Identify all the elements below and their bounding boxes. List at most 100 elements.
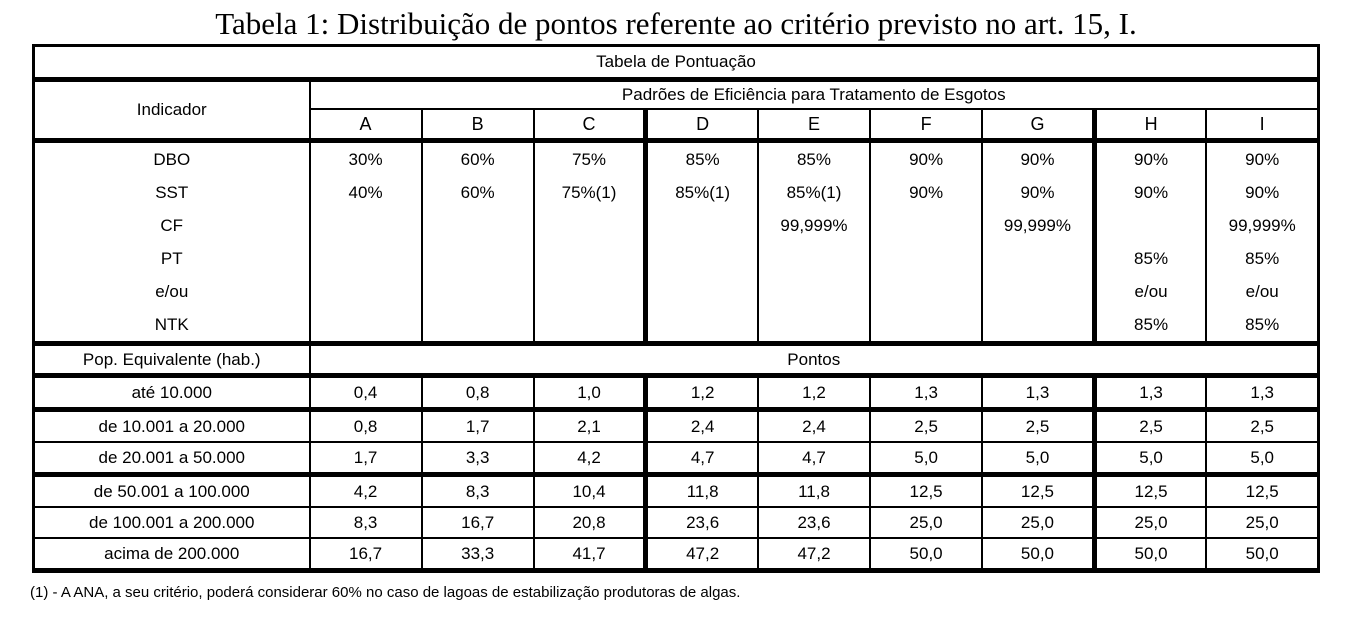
points-cell: 11,8 (756, 473, 872, 508)
column-letter-cell: F (869, 108, 984, 143)
efficiency-value: 90% (1020, 183, 1055, 202)
efficiency-value: 90% (1134, 183, 1169, 202)
column-letter-cell: E (756, 108, 872, 143)
efficiency-value (760, 308, 868, 339)
efficiency-value: 60% (460, 183, 495, 202)
points-cell: 47,2 (644, 537, 759, 572)
points-cell: 0,4 (308, 374, 423, 412)
points-cell: 12,5 (869, 473, 984, 508)
efficiency-value (424, 308, 532, 339)
population-range-cell: acima de 200.000 (32, 537, 311, 572)
efficiency-value: 99,999% (780, 216, 848, 235)
efficiency-column-cell: 90% 90% (869, 139, 984, 346)
page-title: Tabela 1: Distribuição de pontos referen… (215, 6, 1137, 41)
points-cell: 5,0 (1093, 441, 1208, 477)
points-cell: 25,0 (981, 506, 1097, 539)
points-cell: 4,7 (756, 441, 872, 477)
efficiency-value: e/ou (1134, 282, 1168, 301)
points-rows-section: até 10.000 0,4 0,8 1,0 1,2 1,2 1,3 1,3 1,3 1,3 de … (32, 374, 1320, 572)
efficiency-value (536, 275, 641, 308)
efficiency-value: 85%(1) (675, 183, 731, 202)
table-header-row: Tabela de Pontuação (32, 44, 1320, 82)
efficiency-value (984, 308, 1089, 339)
efficiency-value (536, 209, 641, 242)
efficiency-value: 85% (1134, 315, 1169, 334)
population-range-cell: de 20.001 a 50.000 (32, 441, 311, 477)
points-cell: 20,8 (532, 506, 649, 539)
points-cell: 23,6 (644, 506, 759, 539)
population-header-cell: Pop. Equivalente (hab.) (32, 342, 311, 378)
efficiency-value: 90% (909, 183, 944, 202)
points-cell: 50,0 (869, 537, 984, 572)
efficiency-column-cell: 60% 60% (420, 139, 535, 346)
points-header-row: Pop. Equivalente (hab.) Pontos (32, 342, 1320, 378)
efficiency-value (872, 209, 980, 242)
points-cell: 2,5 (981, 408, 1097, 443)
population-range-cell: de 100.001 a 200.000 (32, 506, 311, 539)
points-cell: 1,0 (532, 374, 649, 412)
points-cell: 10,4 (532, 473, 649, 508)
points-cell: 1,3 (869, 374, 984, 412)
population-range-cell: de 10.001 a 20.000 (32, 408, 311, 443)
indicator-label: SST (155, 183, 189, 202)
indicator-label: e/ou (155, 282, 189, 301)
points-cell: 8,3 (308, 506, 423, 539)
points-cell: 2,1 (532, 408, 649, 443)
efficiency-column-cell: 90% 90% 99,999% 85% e/ou 85% (1205, 139, 1320, 346)
points-cell: 25,0 (1093, 506, 1208, 539)
efficiency-value (536, 242, 641, 275)
points-row: de 20.001 a 50.000 1,7 3,3 4,2 4,7 4,7 5,0 5,0 5… (32, 441, 1320, 477)
efficiency-value (984, 242, 1089, 275)
points-cell: 5,0 (981, 441, 1097, 477)
points-row: de 100.001 a 200.000 8,3 16,7 20,8 23,6 23,6 2… (32, 506, 1320, 539)
efficiency-value (872, 308, 980, 339)
points-cell: 4,7 (644, 441, 759, 477)
efficiency-column-cell: 90% 90% 99,999% (981, 139, 1097, 346)
points-cell: 4,2 (532, 441, 649, 477)
points-cell: 41,7 (532, 537, 649, 572)
efficiency-value: 99,999% (1003, 216, 1072, 235)
efficiency-value (424, 242, 532, 275)
points-cell: 47,2 (756, 537, 872, 572)
efficiency-value: 85%(1) (786, 183, 842, 202)
indicator-label: DBO (153, 150, 191, 169)
efficiency-value: 60% (460, 150, 495, 169)
footnote: (1) - A ANA, a seu critério, poderá cons… (30, 584, 741, 601)
efficiency-value: 75%(1) (561, 183, 617, 202)
efficiency-value (648, 242, 756, 275)
efficiency-value: 90% (1020, 150, 1055, 169)
efficiency-value: 75% (572, 150, 607, 169)
population-range-cell: de 50.001 a 100.000 (32, 473, 311, 508)
column-letter-cell: C (532, 108, 649, 143)
efficiency-value (760, 242, 868, 275)
points-cell: 2,5 (1205, 408, 1320, 443)
efficiency-header-cell: Padrões de Eficiência para Tratamento de… (308, 78, 1320, 110)
points-cell: 5,0 (1205, 441, 1320, 477)
score-table: Tabela de Pontuação Indicador Padrões de… (32, 44, 1320, 573)
efficiency-value (1097, 209, 1205, 242)
points-cell: 2,5 (1093, 408, 1208, 443)
column-letter-cell: H (1093, 108, 1208, 143)
efficiency-value: 90% (1134, 150, 1169, 169)
points-cell: 12,5 (1093, 473, 1208, 508)
points-cell: 1,3 (1205, 374, 1320, 412)
points-cell: 4,2 (308, 473, 423, 508)
table-header-cell: Tabela de Pontuação (32, 44, 1320, 82)
efficiency-value (312, 308, 420, 339)
indicator-header-cell: Indicador (32, 78, 311, 143)
efficiency-value: 85% (1245, 249, 1280, 268)
column-letter-cell: B (420, 108, 535, 143)
efficiency-value (872, 242, 980, 275)
points-cell: 25,0 (869, 506, 984, 539)
points-cell: 1,3 (981, 374, 1097, 412)
efficiency-value: e/ou (1245, 282, 1279, 301)
efficiency-column-cell: 85% 85%(1) 99,999% (756, 139, 872, 346)
population-range-cell: até 10.000 (32, 374, 311, 412)
points-cell: 50,0 (1093, 537, 1208, 572)
efficiency-value (312, 275, 420, 308)
points-cell: 2,4 (756, 408, 872, 443)
efficiency-value: 30% (348, 150, 383, 169)
indicator-label: CF (160, 216, 184, 235)
